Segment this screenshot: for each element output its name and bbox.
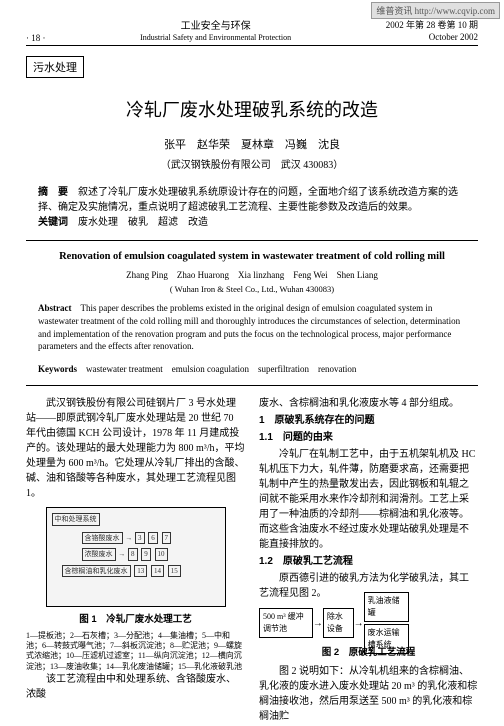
figure-1-caption: 图 1 冷轧厂废水处理工艺 — [26, 613, 245, 627]
journal-title-en: Industrial Safety and Environmental Prot… — [46, 33, 386, 43]
keywords-cn-text: 废水处理 破乳 超滤 改造 — [78, 217, 208, 228]
page-number: · 18 · — [26, 33, 46, 43]
keywords-en-label: Keywords — [38, 364, 77, 374]
abstract-cn: 摘 要 叙述了冷轧厂废水处理破乳系统原设计存在的问题，全面地介绍了该系统改造方案… — [38, 185, 466, 215]
heading-1-2: 1.2 原破乳工艺流程 — [259, 554, 478, 569]
journal-title: 工业安全与环保 Industrial Safety and Environmen… — [46, 20, 386, 43]
arrow-icon: → — [354, 616, 364, 631]
keywords-cn: 关键词 废水处理 破乳 超滤 改造 — [38, 215, 466, 230]
heading-1-1: 1.1 问题的由来 — [259, 430, 478, 445]
issue-cn: 2002 年第 28 卷第 10 期 — [386, 20, 478, 32]
right-column: 废水、含棕榈油和乳化液废水等 4 部分组成。 1 原破乳系统存在的问题 1.1 … — [259, 396, 478, 725]
figure-1-legend: 1—提板池；2—石灰槽；3—分配池；4—集油槽；5—中和池；6—转鼓式曝气池；7… — [26, 631, 245, 673]
left-column: 武汉钢铁股份有限公司硅钢片厂 3 号水处理站——即原武钢冷轧厂废水处理站是 20… — [26, 396, 245, 725]
fig2-node-3: 乳油液储罐 — [364, 592, 409, 622]
figure-2-caption: 图 2 原破乳工艺流程 — [259, 646, 478, 660]
left-para-2: 该工艺流程由中和处理系统、含铬酸废水、浓酸 — [26, 672, 245, 702]
right-para-2: 冷轧厂在轧制工艺中，由于五机架轧机及 HC 轧机压下力大，轧件薄，防磨要求高，还… — [259, 447, 478, 552]
article-title-cn: 冷轧厂废水处理破乳系统的改造 — [26, 96, 478, 122]
divider-line-2 — [26, 385, 478, 386]
affiliation-cn: （武汉钢铁股份有限公司 武汉 430083） — [26, 156, 478, 171]
abstract-en-text: This paper describes the problems existe… — [38, 303, 460, 351]
left-para-1: 武汉钢铁股份有限公司硅钢片厂 3 号水处理站——即原武钢冷轧厂废水处理站是 20… — [26, 396, 245, 501]
right-para-4: 图 2 说明如下：从冷轧机组来的含棕榈油、乳化液的废水进入废水处理站 20 m³… — [259, 664, 478, 724]
affiliation-en: ( Wuhan Iron & Steel Co., Ltd., Wuhan 43… — [26, 284, 478, 294]
issue-info: 2002 年第 28 卷第 10 期 October 2002 — [386, 20, 478, 43]
abstract-cn-label: 摘 要 — [38, 187, 68, 198]
authors-en: Zhang Ping Zhao Huarong Xia linzhang Fen… — [26, 268, 478, 281]
page-container: · 18 · 工业安全与环保 Industrial Safety and Env… — [0, 0, 504, 726]
figure-2-diagram: 500 m³ 缓冲调节池 → 除水设备 → 乳油液储罐 废水运输槽系统 — [259, 603, 409, 643]
divider-line — [26, 240, 478, 241]
figure-1-diagram: 中和处理系统 含铬酸废水 → 3 6 7 浓酸废水 → 8 9 10 含棕榈油和… — [46, 507, 226, 607]
abstract-cn-text: 叙述了冷轧厂废水处理破乳系统原设计存在的问题，全面地介绍了该系统改造方案的选择、… — [38, 187, 458, 213]
keywords-en-text: wastewater treatment emulsion coagulatio… — [86, 364, 356, 374]
watermark-text: 维普资讯 http://www.cqvip.com — [371, 2, 500, 19]
page-header: · 18 · 工业安全与环保 Industrial Safety and Env… — [26, 20, 478, 46]
authors-cn: 张平 赵华荣 夏林章 冯巍 沈良 — [26, 136, 478, 152]
keywords-en: Keywords wastewater treatment emulsion c… — [38, 363, 466, 376]
right-para-1: 废水、含棕榈油和乳化液废水等 4 部分组成。 — [259, 396, 478, 411]
fig2-node-1: 500 m³ 缓冲调节池 — [259, 608, 313, 638]
journal-title-cn: 工业安全与环保 — [46, 20, 386, 33]
abstract-en: Abstract This paper describes the proble… — [38, 302, 466, 352]
fig2-node-2: 除水设备 — [323, 608, 354, 638]
article-title-en: Renovation of emulsion coagulated system… — [26, 251, 478, 262]
keywords-cn-label: 关键词 — [38, 217, 68, 228]
body-columns: 武汉钢铁股份有限公司硅钢片厂 3 号水处理站——即原武钢冷轧厂废水处理站是 20… — [26, 396, 478, 725]
category-tag: 污水处理 — [26, 56, 84, 78]
arrow-icon: → — [313, 616, 323, 631]
issue-en: October 2002 — [386, 32, 478, 44]
abstract-en-label: Abstract — [38, 303, 72, 313]
heading-1: 1 原破乳系统存在的问题 — [259, 413, 478, 428]
